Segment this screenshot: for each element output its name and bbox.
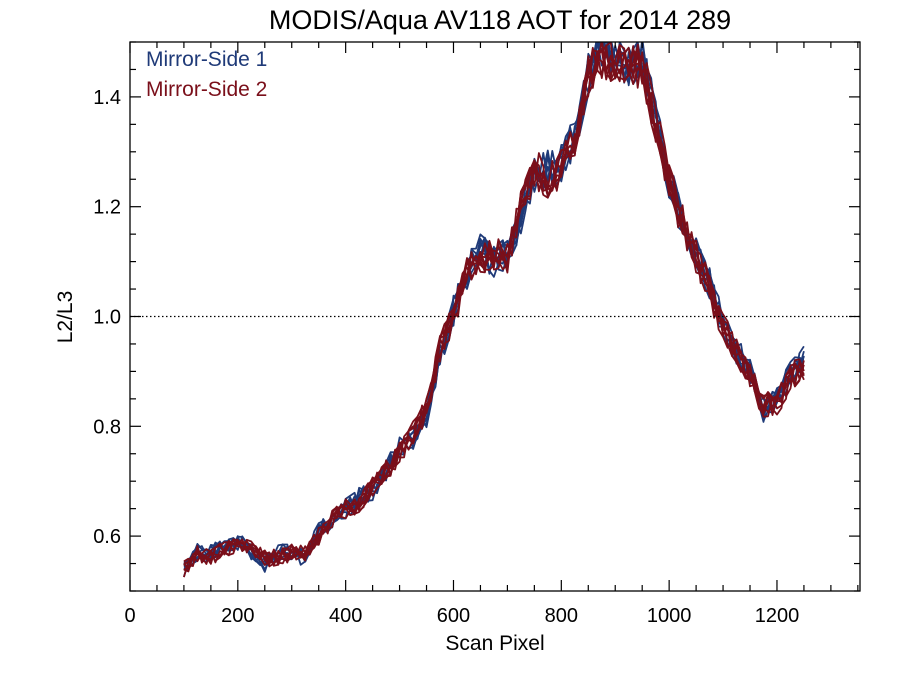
series-1-trace-4 xyxy=(183,42,805,578)
series-1-trace-6 xyxy=(183,42,805,571)
series-2-trace-2 xyxy=(183,42,805,566)
y-tick-label: 0.6 xyxy=(93,526,121,548)
series-2-trace-7 xyxy=(183,43,805,567)
x-tick-label: 1000 xyxy=(647,605,692,627)
x-tick-label: 800 xyxy=(545,605,578,627)
series-2-trace-3 xyxy=(183,44,805,578)
series-1-trace-2 xyxy=(183,42,805,573)
x-tick-label: 0 xyxy=(124,605,135,627)
x-tick-label: 400 xyxy=(329,605,362,627)
x-tick-label: 600 xyxy=(437,605,470,627)
y-tick-label: 1.4 xyxy=(93,87,121,109)
legend-item-mirror-side-2: Mirror-Side 2 xyxy=(146,78,267,101)
x-tick-label: 1200 xyxy=(755,605,800,627)
plot-area xyxy=(183,42,805,578)
series-2-trace-4 xyxy=(183,42,805,566)
y-tick-label: 1.2 xyxy=(93,197,121,219)
y-axis-label: L2/L3 xyxy=(54,291,77,344)
series-2 xyxy=(183,42,805,578)
y-tick-label: 0.8 xyxy=(93,416,121,438)
series-2-trace-5 xyxy=(183,44,805,571)
legend: Mirror-Side 1 Mirror-Side 2 xyxy=(146,48,267,101)
legend-item-mirror-side-1: Mirror-Side 1 xyxy=(146,48,267,71)
x-axis-ticks: 0 200 400 600 800 1000 1200 xyxy=(124,42,859,627)
series-2-trace-6 xyxy=(183,42,805,571)
y-tick-label: 1.0 xyxy=(93,307,121,329)
chart-title: MODIS/Aqua AV118 AOT for 2014 289 xyxy=(269,5,731,35)
series-2-trace-1 xyxy=(183,45,805,573)
x-axis-label: Scan Pixel xyxy=(445,632,544,655)
y-axis-ticks: 0.6 0.8 1.0 1.2 1.4 xyxy=(93,41,860,592)
x-tick-label: 200 xyxy=(221,605,254,627)
